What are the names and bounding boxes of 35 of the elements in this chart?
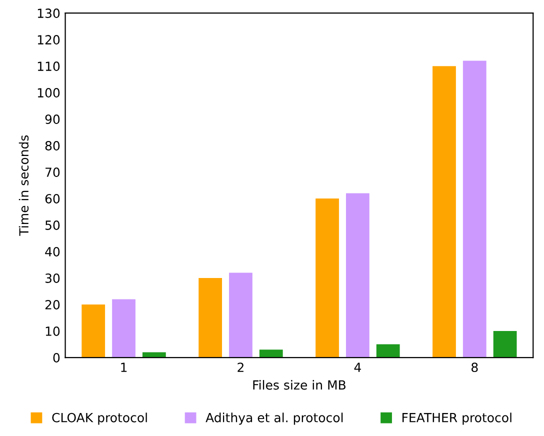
x-tick-label: 4 <box>354 362 361 372</box>
bar <box>316 198 339 358</box>
y-tick-label: 40 <box>45 247 60 256</box>
y-tick-label: 100 <box>38 88 60 98</box>
y-tick-label: 130 <box>38 8 60 18</box>
x-tick-label: 1 <box>121 362 127 372</box>
y-tick-label: 110 <box>38 62 60 71</box>
legend-label: Adithya et al. protocol <box>206 412 343 425</box>
y-tick-label: 80 <box>45 141 60 150</box>
bar <box>346 193 370 358</box>
legend-label: FEATHER protocol <box>402 412 512 425</box>
bar <box>142 352 166 358</box>
y-tick-label: 20 <box>45 300 60 310</box>
y-tick-label: 10 <box>46 326 60 336</box>
bar <box>432 66 456 358</box>
y-tick-label: 50 <box>45 220 60 230</box>
x-tick-label: 2 <box>238 362 244 372</box>
y-tick-label: 70 <box>46 168 60 177</box>
bar <box>112 299 136 358</box>
y-tick-label: 30 <box>45 274 60 283</box>
x-tick-label: 8 <box>472 362 478 372</box>
y-tick-label: 0 <box>53 352 60 362</box>
bar <box>198 278 222 358</box>
y-axis-title: Time in seconds <box>18 135 29 236</box>
bar <box>229 272 252 358</box>
bar <box>493 331 517 358</box>
bar <box>82 304 106 358</box>
y-tick-label: 120 <box>38 35 60 44</box>
legend-label: CLOAK protocol <box>52 412 147 425</box>
x-axis-title: Files size in MB <box>253 380 346 390</box>
bar <box>259 350 283 358</box>
bar <box>462 60 486 358</box>
bar <box>376 344 400 358</box>
y-tick-label: 60 <box>45 194 60 204</box>
y-tick-label: 90 <box>45 114 60 124</box>
